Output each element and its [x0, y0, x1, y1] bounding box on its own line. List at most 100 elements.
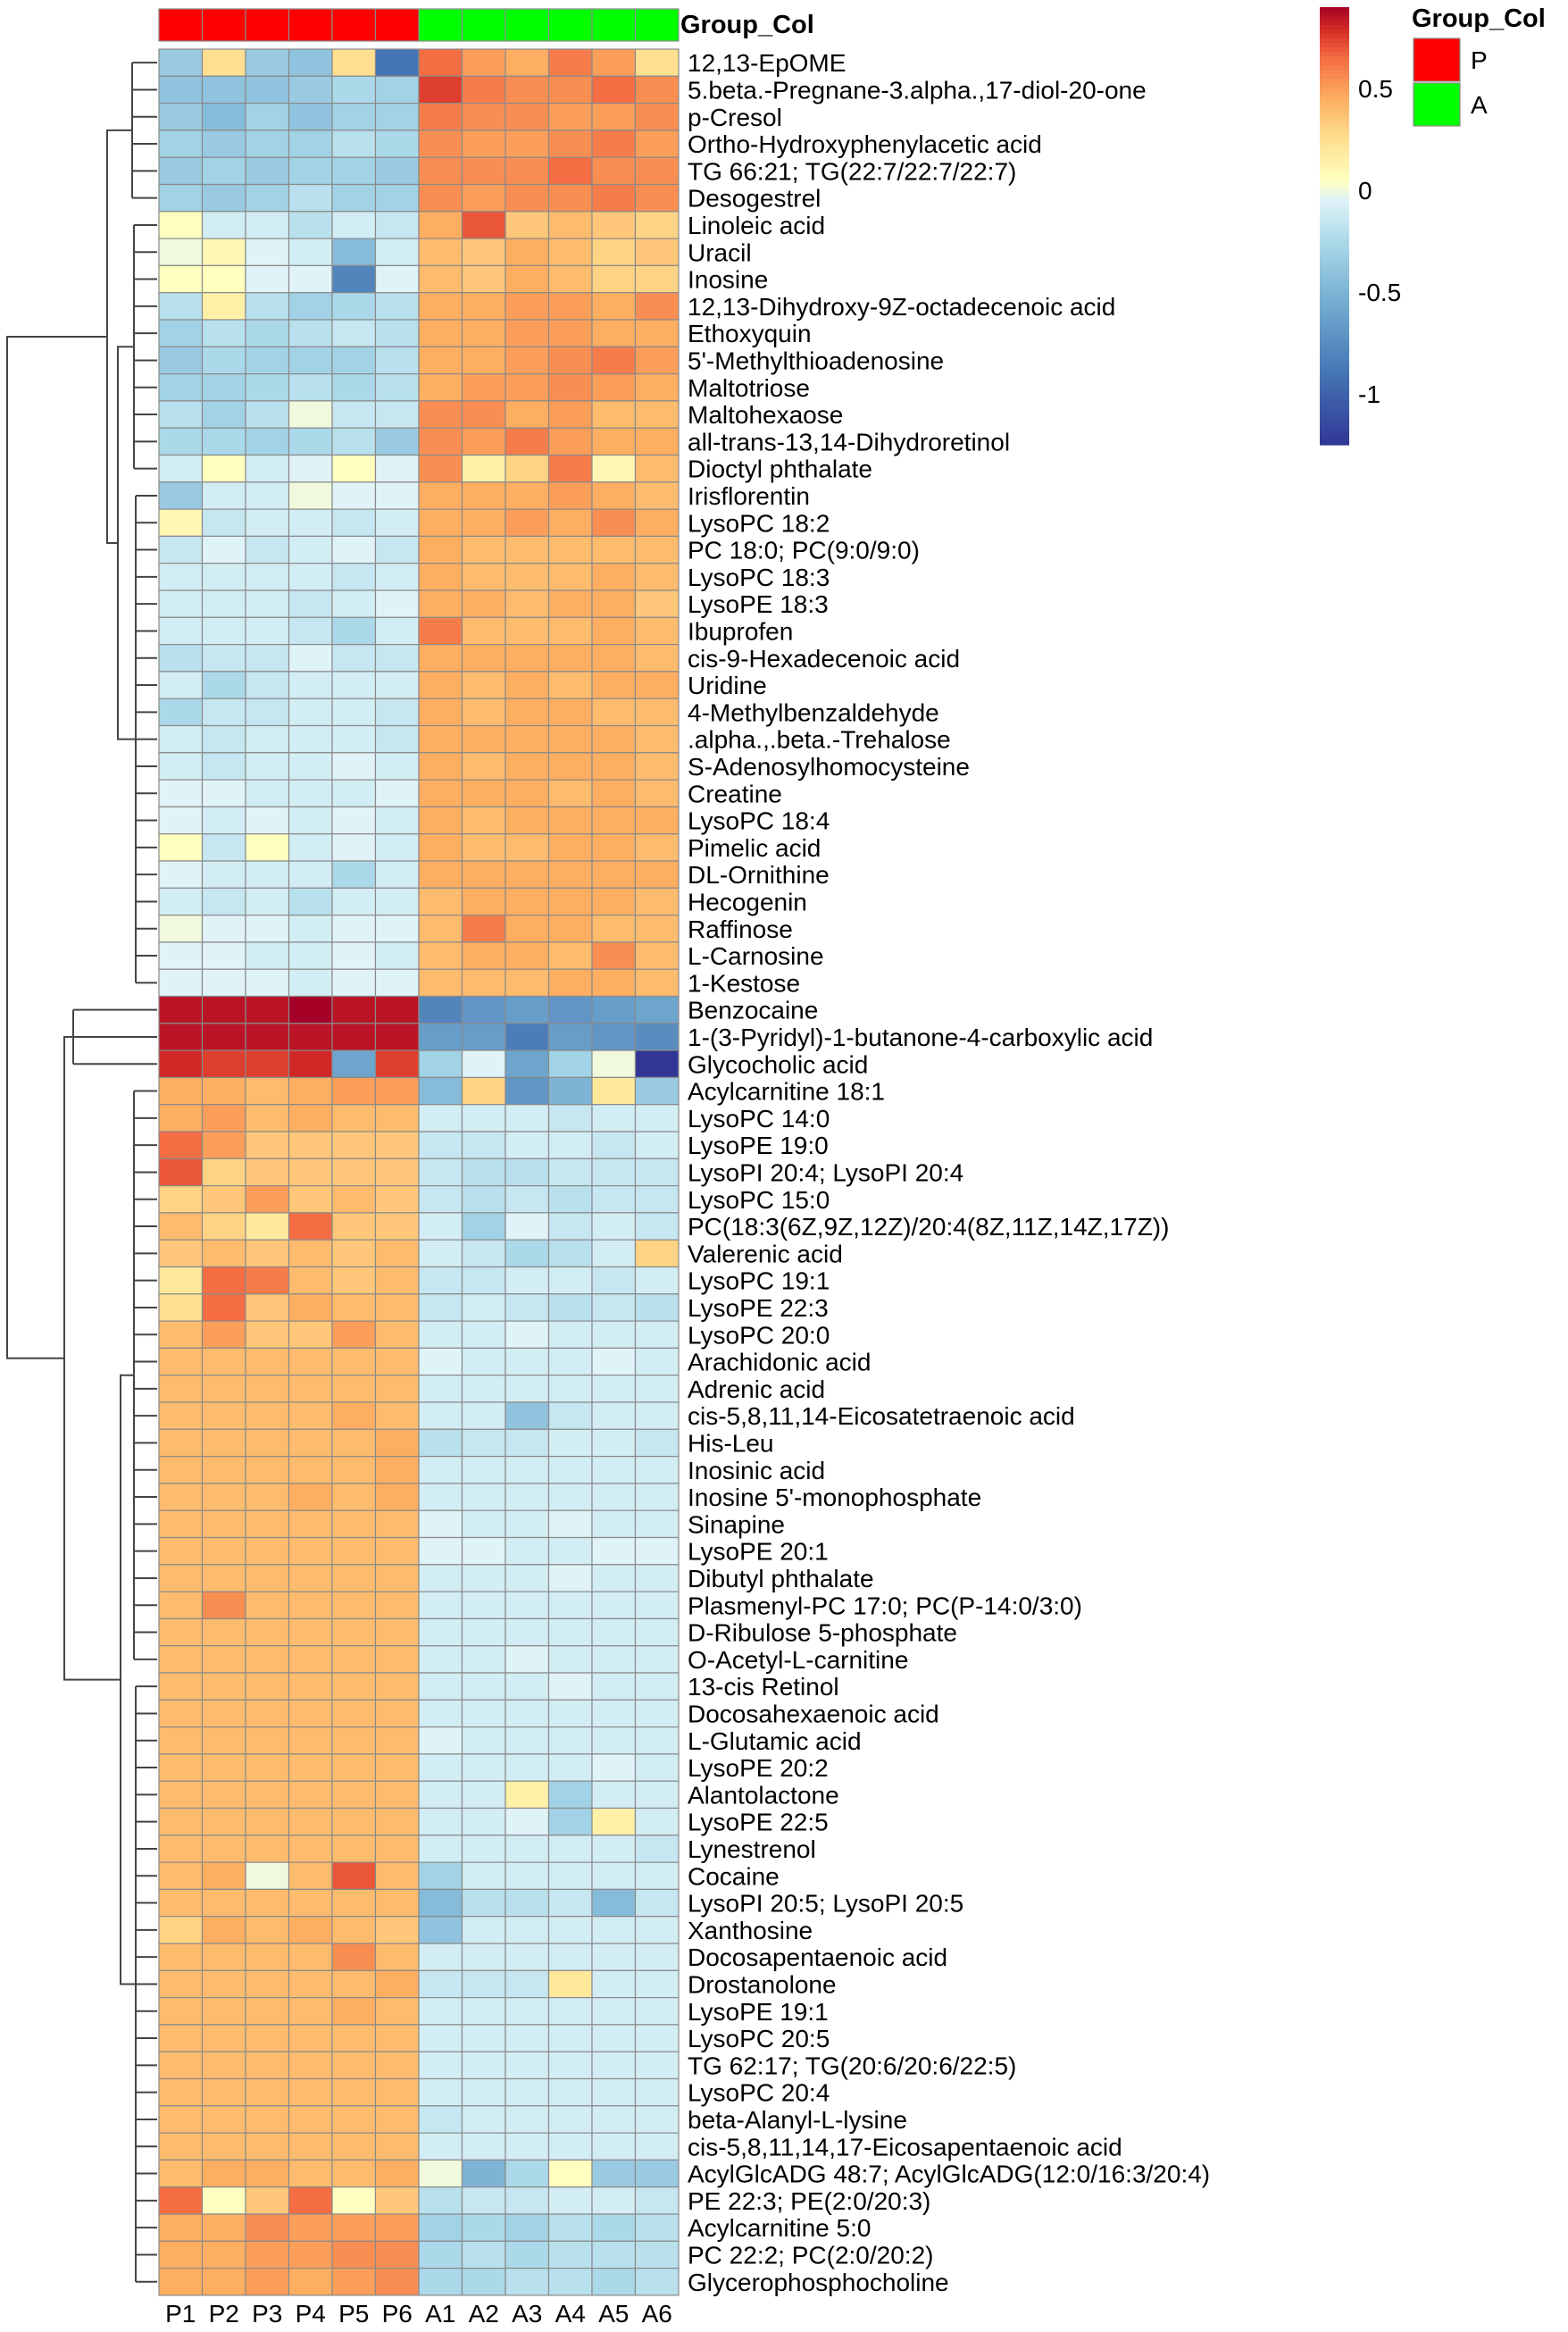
heatmap-cell	[201, 2186, 246, 2215]
heatmap-cell	[331, 1969, 377, 1999]
heatmap-cell	[158, 1266, 204, 1295]
heatmap-cell	[461, 1131, 506, 1159]
heatmap-cell	[374, 156, 420, 186]
heatmap-cell	[245, 264, 290, 294]
heatmap-cell	[461, 1266, 506, 1295]
heatmap-cell	[245, 1401, 290, 1430]
heatmap-cell	[201, 1104, 246, 1133]
colorbar-segment	[1320, 163, 1349, 169]
heatmap-cell	[331, 264, 377, 294]
heatmap-cell	[374, 752, 420, 781]
group-legend-title: Group_Col	[1412, 4, 1546, 33]
heatmap-cell	[374, 1320, 420, 1349]
heatmap-cell	[331, 1672, 377, 1701]
heatmap-cell	[634, 1536, 680, 1566]
heatmap-cell	[505, 752, 550, 781]
heatmap-cell	[547, 806, 593, 835]
colorbar-segment	[1320, 208, 1349, 213]
heatmap-cell	[288, 1049, 333, 1078]
heatmap-cell	[547, 1239, 593, 1268]
heatmap-cell	[461, 2240, 506, 2269]
heatmap-cell	[331, 2186, 377, 2215]
heatmap-cell	[331, 292, 377, 321]
heatmap-cell	[505, 427, 550, 456]
heatmap-cell	[331, 1049, 377, 1078]
row-label: D-Ribulose 5-phosphate	[688, 1619, 957, 1647]
colorbar-segment	[1320, 244, 1349, 249]
heatmap-cell	[288, 2159, 333, 2188]
heatmap-cell	[201, 1861, 246, 1891]
heatmap-cell	[201, 1564, 246, 1592]
heatmap-cell	[505, 1861, 550, 1891]
column-label-p4: P4	[296, 2300, 326, 2328]
heatmap-cell	[288, 75, 333, 104]
heatmap-cell	[374, 616, 420, 646]
heatmap-cell	[245, 860, 290, 889]
heatmap-cell	[374, 1131, 420, 1159]
row-dendrogram	[6, 62, 157, 2283]
heatmap-cell	[418, 752, 463, 781]
heatmap-cell	[591, 1835, 637, 1863]
heatmap-cell	[245, 2213, 290, 2242]
heatmap-cell	[461, 752, 506, 781]
heatmap-cell	[418, 2186, 463, 2215]
heatmap-cell	[331, 508, 377, 537]
heatmap-cell	[547, 1888, 593, 1918]
heatmap-cell	[158, 1023, 204, 1051]
heatmap-cell	[591, 914, 637, 943]
heatmap-cell	[245, 1023, 290, 1051]
heatmap-cell	[288, 1428, 333, 1458]
heatmap-cell	[331, 1184, 377, 1214]
heatmap-cell	[461, 1780, 506, 1810]
heatmap-cell	[634, 481, 680, 510]
row-label: Glycocholic acid	[688, 1050, 868, 1078]
heatmap-cell	[331, 643, 377, 673]
heatmap-cell	[245, 481, 290, 510]
row-label: Docosahexaenoic acid	[688, 1700, 939, 1727]
colorbar-tick-label: 0	[1358, 177, 1372, 205]
heatmap-cell	[201, 2132, 246, 2161]
colorbar-segment	[1320, 324, 1349, 330]
heatmap-cell	[634, 1347, 680, 1376]
heatmap-cell	[547, 264, 593, 294]
heatmap-cell	[418, 1807, 463, 1836]
heatmap-cell	[374, 1672, 420, 1701]
heatmap-cell	[374, 1212, 420, 1241]
heatmap-cell	[288, 508, 333, 537]
heatmap-cell	[374, 373, 420, 402]
heatmap-cell	[591, 1293, 637, 1322]
heatmap-cell	[158, 968, 204, 998]
heatmap-cell	[418, 292, 463, 321]
heatmap-cell	[201, 1266, 246, 1295]
heatmap-cell	[245, 1104, 290, 1133]
heatmap-cell	[591, 1483, 637, 1511]
column-label-a2: A2	[469, 2300, 499, 2328]
colorbar-segment	[1320, 369, 1349, 374]
heatmap-cell	[634, 1997, 680, 2026]
heatmap-cell	[288, 887, 333, 916]
row-label: His-Leu	[688, 1429, 773, 1457]
heatmap-cell	[634, 2213, 680, 2242]
heatmap-cell	[547, 1428, 593, 1458]
heatmap-cell	[461, 1672, 506, 1701]
heatmap-cell	[547, 1320, 593, 1349]
heatmap-cell	[418, 698, 463, 727]
column-label-p2: P2	[209, 2300, 239, 2328]
heatmap-cell	[505, 941, 550, 970]
heatmap-cell	[374, 1617, 420, 1647]
heatmap-cell	[288, 1401, 333, 1430]
heatmap-cell	[591, 671, 637, 699]
heatmap-cell	[201, 1293, 246, 1322]
heatmap-cell	[591, 1726, 637, 1755]
heatmap-cell	[201, 2213, 246, 2242]
heatmap-cell	[245, 1753, 290, 1782]
heatmap-cell	[374, 1835, 420, 1863]
group-legend: Group_Col PA	[1412, 4, 1546, 127]
colorbar-segment	[1320, 204, 1349, 209]
heatmap-cell	[547, 1023, 593, 1051]
colorbar-segment	[1320, 239, 1349, 245]
row-label: .alpha.,.beta.-Trehalose	[688, 726, 951, 754]
heatmap-cell	[418, 1943, 463, 1971]
heatmap-cell	[591, 454, 637, 483]
heatmap-cell	[634, 2268, 680, 2296]
